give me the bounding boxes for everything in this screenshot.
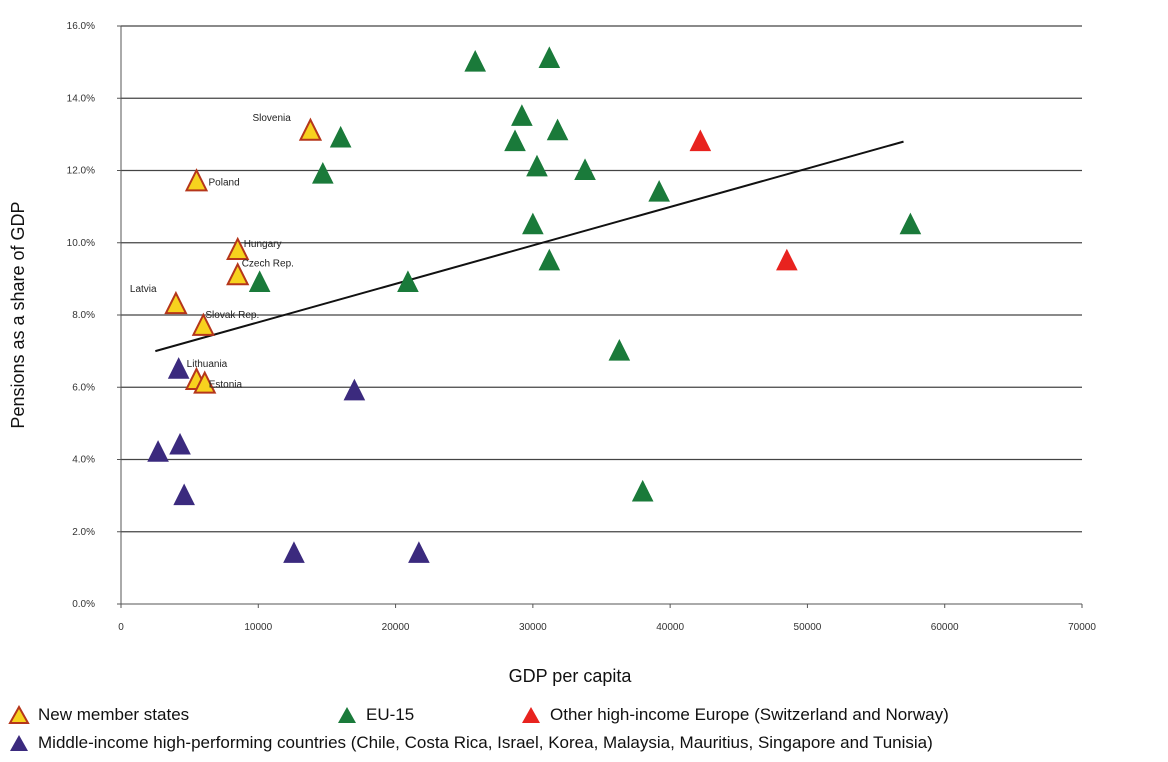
legend-label: New member states bbox=[38, 705, 190, 724]
y-tick-label: 0.0% bbox=[72, 599, 95, 610]
point-label: Poland bbox=[209, 177, 240, 188]
tick-labels: 0.0% 2.0% 4.0% 6.0% 8.0% 10.0% 12.0% 14.0% 16.0%… bbox=[67, 21, 1097, 633]
triangle-marker bbox=[546, 118, 569, 141]
point-label: Latvia bbox=[130, 284, 157, 295]
triangle-marker bbox=[631, 479, 654, 502]
x-tick-label: 50000 bbox=[794, 622, 822, 633]
y-tick-label: 6.0% bbox=[72, 382, 95, 393]
triangle-marker bbox=[298, 117, 323, 141]
y-tick-label: 8.0% bbox=[72, 310, 95, 321]
triangle-marker bbox=[248, 270, 271, 292]
legend-item-middle-income: Middle-income high-performing countries … bbox=[8, 733, 933, 753]
legend-item-other-high-income: Other high-income Europe (Switzerland an… bbox=[520, 705, 949, 725]
triangle-marker bbox=[511, 104, 533, 126]
x-tick-label: 40000 bbox=[656, 622, 684, 633]
y-tick-label: 16.0% bbox=[67, 21, 95, 32]
triangle-marker bbox=[504, 129, 526, 152]
x-axis-title: GDP per capita bbox=[509, 666, 633, 686]
triangle-marker bbox=[899, 212, 922, 235]
triangle-marker bbox=[574, 158, 596, 180]
y-tick-label: 14.0% bbox=[67, 93, 95, 104]
triangle-marker bbox=[522, 212, 544, 235]
legend-item-new-member-states: New member states bbox=[8, 705, 189, 725]
point-label: Slovenia bbox=[252, 113, 291, 124]
scatter-chart: 0.0% 2.0% 4.0% 6.0% 8.0% 10.0% 12.0% 14.0% 16.0%… bbox=[8, 21, 1097, 686]
x-tick-label: 20000 bbox=[382, 622, 410, 633]
point-label: Czech Rep. bbox=[242, 258, 294, 269]
triangle-marker bbox=[689, 129, 712, 152]
data-points bbox=[147, 46, 922, 563]
trendline-group bbox=[155, 140, 904, 353]
triangle-marker bbox=[169, 432, 191, 455]
trendline bbox=[155, 140, 904, 353]
legend-row-1: New member states EU-15 Other high-incom… bbox=[8, 705, 1168, 733]
gridlines bbox=[121, 25, 1082, 533]
green-triangle-icon bbox=[338, 707, 356, 723]
point-label: Slovak Rep. bbox=[205, 310, 259, 321]
triangle-marker bbox=[343, 378, 366, 401]
legend-label: Other high-income Europe (Switzerland an… bbox=[550, 705, 949, 724]
triangle-marker bbox=[648, 180, 670, 202]
triangle-marker bbox=[408, 541, 430, 563]
triangle-marker bbox=[464, 50, 487, 72]
triangle-marker bbox=[329, 125, 352, 148]
triangle-marker bbox=[283, 541, 305, 563]
triangle-marker bbox=[193, 370, 217, 394]
x-tick-label: 30000 bbox=[519, 622, 547, 633]
point-label: Estonia bbox=[209, 380, 243, 391]
y-tick-label: 10.0% bbox=[67, 238, 95, 249]
triangle-marker bbox=[173, 483, 195, 506]
triangle-marker bbox=[164, 290, 188, 315]
y-tick-label: 12.0% bbox=[67, 166, 95, 177]
triangle-marker bbox=[147, 440, 169, 462]
triangle-marker bbox=[226, 262, 250, 286]
purple-triangle-icon bbox=[10, 735, 28, 751]
x-tick-label: 60000 bbox=[931, 622, 959, 633]
triangle-marker bbox=[608, 339, 631, 361]
triangle-marker bbox=[538, 46, 561, 69]
y-tick-label: 2.0% bbox=[72, 527, 95, 538]
legend-label: Middle-income high-performing countries … bbox=[38, 733, 933, 752]
point-label: Hungary bbox=[244, 239, 282, 250]
y-tick-label: 4.0% bbox=[72, 455, 95, 466]
legend-label: EU-15 bbox=[366, 705, 415, 724]
triangle-marker bbox=[191, 312, 215, 336]
triangle-marker bbox=[397, 270, 419, 292]
x-tick-label: 70000 bbox=[1068, 622, 1096, 633]
triangle-marker bbox=[167, 357, 190, 379]
legend: New member states EU-15 Other high-incom… bbox=[8, 705, 1168, 761]
triangle-marker bbox=[226, 236, 250, 260]
triangle-marker bbox=[526, 154, 548, 177]
yellow-triangle-icon bbox=[8, 705, 30, 724]
triangle-marker bbox=[312, 161, 334, 184]
x-tick-label: 10000 bbox=[244, 622, 272, 633]
point-labels: Slovenia Poland Hungary Czech Rep. Latvia Slo… bbox=[130, 113, 294, 391]
point-label: Lithuania bbox=[187, 359, 228, 370]
legend-item-eu-15: EU-15 bbox=[336, 705, 414, 725]
legend-row-2: Middle-income high-performing countries … bbox=[8, 733, 1168, 761]
triangle-marker bbox=[776, 248, 798, 271]
triangle-marker bbox=[184, 168, 209, 192]
x-tick-label: 0 bbox=[118, 622, 124, 633]
y-axis-title: Pensions as a share of GDP bbox=[8, 201, 28, 428]
red-triangle-icon bbox=[522, 707, 540, 723]
triangle-marker bbox=[538, 248, 561, 271]
